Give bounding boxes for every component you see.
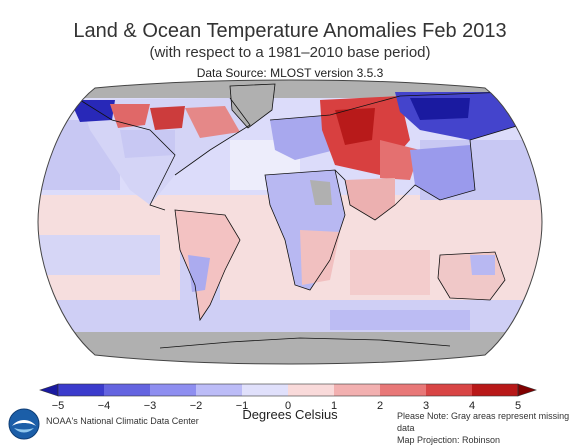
legend-units: Degrees Celsius [242,407,338,422]
legend-swatch [380,384,427,396]
legend-swatch [288,384,335,396]
legend-swatch [104,384,151,396]
coastlines [79,83,521,349]
legend-swatch [150,384,197,396]
noaa-logo [8,408,40,445]
legend-tick-label: −1 [236,400,249,412]
legend-arrow-high [517,383,537,397]
legend-tick-label: −4 [98,400,111,412]
legend-tick-label: −3 [144,400,157,412]
legend-border [57,383,519,397]
legend-tick-label: 0 [285,400,291,412]
legend-tick-label: 4 [469,400,475,412]
missing-data-note: Please Note: Gray areas represent missin… [397,411,570,433]
legend-swatch [58,384,105,396]
globe-outline [37,79,543,365]
legend-swatch [196,384,243,396]
legend-swatch [242,384,289,396]
footer-notes: Please Note: Gray areas represent missin… [397,410,580,446]
legend-arrow-low [39,383,59,397]
projection-note: Map Projection: Robinson [397,435,501,445]
map-subtitle: (with respect to a 1981–2010 base period… [149,44,431,61]
noaa-org-name: NOAA's National Climatic Data Center [46,416,199,426]
legend-swatch [334,384,381,396]
globe-fill [38,80,542,364]
map-title: Land & Ocean Temperature Anomalies Feb 2… [73,20,507,42]
legend-tick-label: 1 [331,400,337,412]
legend-swatch [426,384,473,396]
legend-tick-label: 3 [423,400,429,412]
legend-tick-label: −5 [52,400,65,412]
data-source: Data Source: MLOST version 3.5.3 [196,66,384,80]
legend-tick-label: −2 [190,400,203,412]
legend-tick-label: 2 [377,400,383,412]
legend-tick-label: 5 [515,400,521,412]
legend-swatch [472,384,519,396]
